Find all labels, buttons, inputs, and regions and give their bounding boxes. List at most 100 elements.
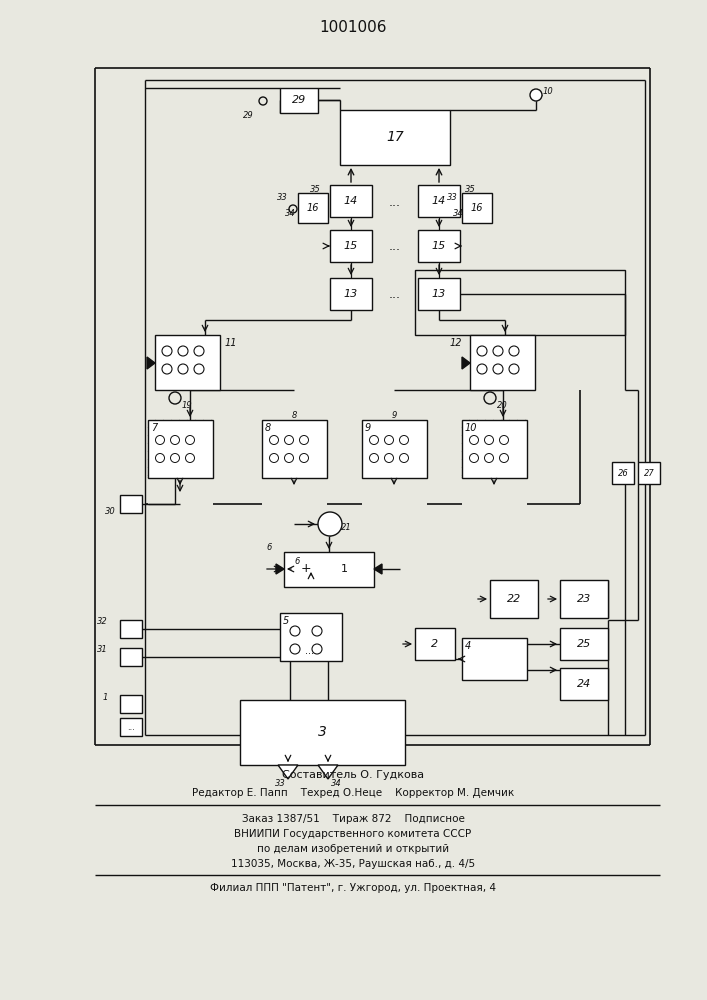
Circle shape bbox=[399, 454, 409, 462]
Circle shape bbox=[370, 436, 378, 444]
Bar bbox=[120, 695, 142, 713]
Text: 35: 35 bbox=[464, 186, 475, 194]
Text: 19: 19 bbox=[182, 401, 192, 410]
Text: 2: 2 bbox=[431, 639, 438, 649]
Bar bbox=[490, 580, 538, 618]
Text: Редактор Е. Папп    Техред О.Неце    Корректор М. Демчик: Редактор Е. Папп Техред О.Неце Корректор… bbox=[192, 788, 514, 798]
Text: 35: 35 bbox=[310, 186, 320, 194]
Circle shape bbox=[477, 346, 487, 356]
Text: Заказ 1387/51    Тираж 872    Подписное: Заказ 1387/51 Тираж 872 Подписное bbox=[242, 814, 464, 824]
Bar bbox=[638, 462, 660, 484]
Text: 11: 11 bbox=[225, 338, 238, 348]
Bar bbox=[120, 648, 142, 666]
Bar bbox=[240, 700, 405, 765]
Circle shape bbox=[156, 436, 165, 444]
Circle shape bbox=[469, 436, 479, 444]
Bar bbox=[470, 335, 535, 390]
Text: Составитель О. Гудкова: Составитель О. Гудкова bbox=[282, 770, 424, 780]
Text: 29: 29 bbox=[292, 95, 306, 105]
Bar bbox=[415, 628, 455, 660]
Circle shape bbox=[300, 436, 308, 444]
Circle shape bbox=[399, 436, 409, 444]
Text: 34: 34 bbox=[452, 209, 463, 218]
Circle shape bbox=[370, 454, 378, 462]
Bar bbox=[120, 718, 142, 736]
Text: 33: 33 bbox=[276, 194, 287, 202]
Text: 8: 8 bbox=[291, 410, 297, 420]
Circle shape bbox=[493, 364, 503, 374]
Text: 27: 27 bbox=[643, 468, 655, 478]
Bar bbox=[560, 628, 608, 660]
Polygon shape bbox=[318, 765, 338, 779]
Text: 30: 30 bbox=[105, 508, 115, 516]
Text: Филиал ППП "Патент", г. Ужгород, ул. Проектная, 4: Филиал ППП "Патент", г. Ужгород, ул. Про… bbox=[210, 883, 496, 893]
Text: 4: 4 bbox=[465, 641, 472, 651]
Bar bbox=[284, 552, 374, 587]
Text: 22: 22 bbox=[507, 594, 521, 604]
Circle shape bbox=[185, 436, 194, 444]
Bar bbox=[362, 420, 427, 478]
Text: 34: 34 bbox=[331, 778, 341, 788]
Circle shape bbox=[469, 454, 479, 462]
Circle shape bbox=[162, 346, 172, 356]
Text: 32: 32 bbox=[98, 617, 108, 626]
Circle shape bbox=[185, 454, 194, 462]
Text: 16: 16 bbox=[307, 203, 320, 213]
Circle shape bbox=[284, 454, 293, 462]
Polygon shape bbox=[278, 765, 298, 779]
Text: ...: ... bbox=[305, 646, 315, 656]
Bar bbox=[262, 420, 327, 478]
Circle shape bbox=[385, 436, 394, 444]
Text: 6: 6 bbox=[294, 557, 299, 566]
Text: 1: 1 bbox=[103, 692, 108, 702]
Circle shape bbox=[385, 454, 394, 462]
Circle shape bbox=[178, 346, 188, 356]
Circle shape bbox=[162, 364, 172, 374]
Circle shape bbox=[178, 364, 188, 374]
Text: 16: 16 bbox=[471, 203, 484, 213]
Circle shape bbox=[500, 454, 508, 462]
Text: 21: 21 bbox=[341, 522, 351, 532]
Text: +: + bbox=[300, 562, 311, 576]
Text: 5: 5 bbox=[283, 616, 289, 626]
Text: 9: 9 bbox=[391, 410, 397, 420]
Bar bbox=[612, 462, 634, 484]
Bar bbox=[560, 580, 608, 618]
Circle shape bbox=[194, 346, 204, 356]
Circle shape bbox=[509, 364, 519, 374]
Text: 13: 13 bbox=[432, 289, 446, 299]
Text: 14: 14 bbox=[432, 196, 446, 206]
Polygon shape bbox=[462, 357, 470, 369]
Bar bbox=[418, 230, 460, 262]
Text: 12: 12 bbox=[450, 338, 462, 348]
Circle shape bbox=[530, 89, 542, 101]
Text: 9: 9 bbox=[365, 423, 371, 433]
Bar bbox=[298, 193, 328, 223]
Bar bbox=[418, 278, 460, 310]
Text: 15: 15 bbox=[344, 241, 358, 251]
Bar bbox=[340, 110, 450, 165]
Text: 113035, Москва, Ж-35, Раушская наб., д. 4/5: 113035, Москва, Ж-35, Раушская наб., д. … bbox=[231, 859, 475, 869]
Text: 10: 10 bbox=[543, 88, 554, 97]
Text: 7: 7 bbox=[151, 423, 157, 433]
Polygon shape bbox=[276, 564, 284, 574]
Circle shape bbox=[156, 454, 165, 462]
Text: 13: 13 bbox=[344, 289, 358, 299]
Circle shape bbox=[300, 454, 308, 462]
Bar bbox=[462, 420, 527, 478]
Text: 26: 26 bbox=[618, 468, 629, 478]
Text: 1001006: 1001006 bbox=[320, 20, 387, 35]
Bar bbox=[120, 620, 142, 638]
Text: 10: 10 bbox=[465, 423, 477, 433]
Circle shape bbox=[290, 644, 300, 654]
Bar bbox=[280, 88, 318, 113]
Bar bbox=[462, 638, 527, 680]
Circle shape bbox=[477, 364, 487, 374]
Circle shape bbox=[509, 346, 519, 356]
Polygon shape bbox=[374, 564, 382, 574]
Text: 1: 1 bbox=[341, 564, 348, 574]
Text: 25: 25 bbox=[577, 639, 591, 649]
Text: ...: ... bbox=[389, 239, 401, 252]
Text: 23: 23 bbox=[577, 594, 591, 604]
Circle shape bbox=[312, 626, 322, 636]
